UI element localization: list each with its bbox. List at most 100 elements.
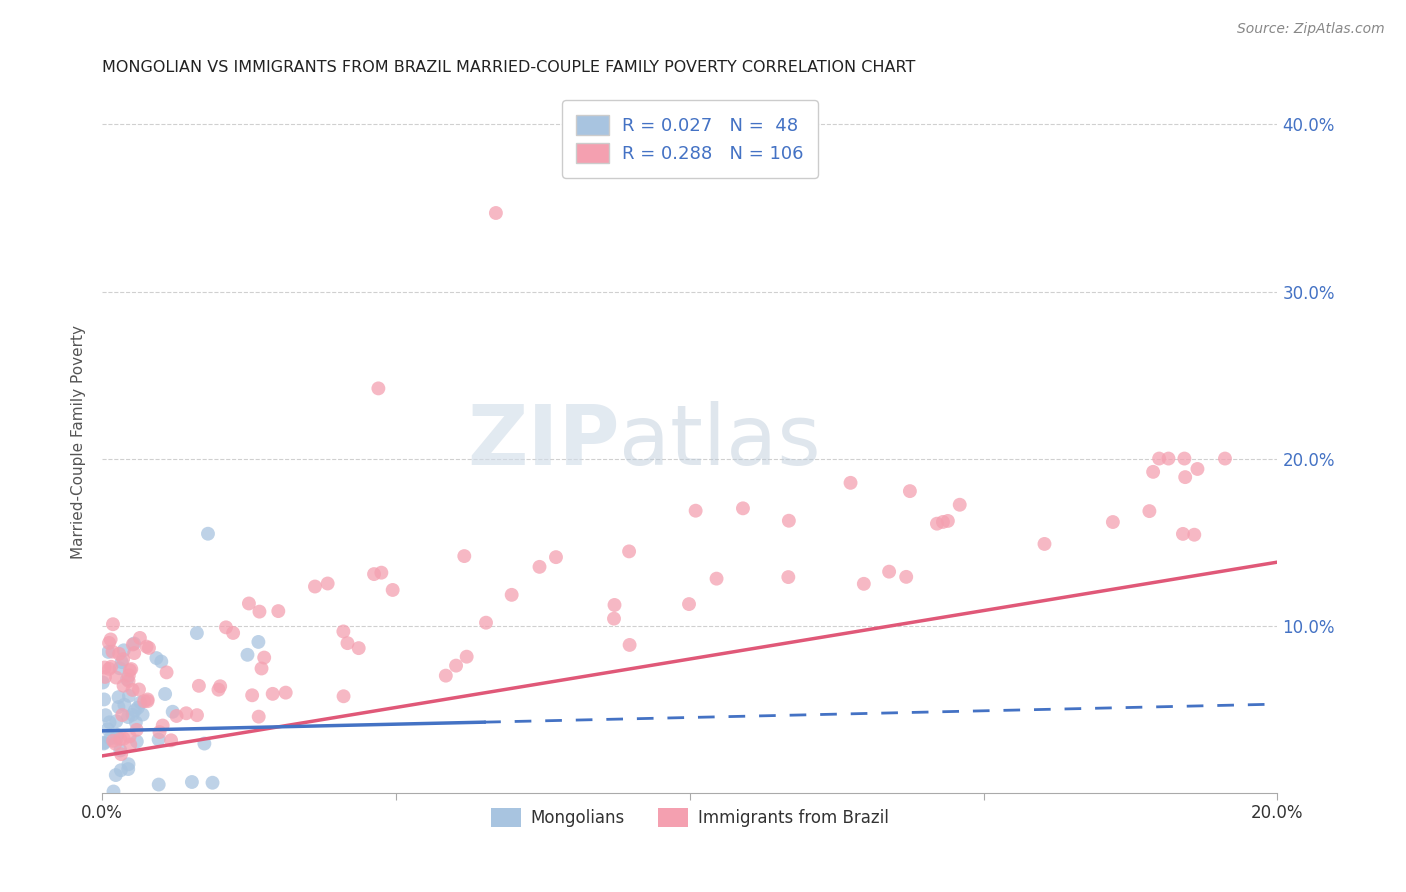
Point bbox=[262, 687, 284, 701]
Point bbox=[444, 658, 467, 673]
Point bbox=[111, 708, 134, 723]
Point bbox=[122, 636, 145, 650]
Point bbox=[110, 763, 132, 777]
Point bbox=[105, 714, 128, 729]
Point bbox=[104, 768, 127, 782]
Point bbox=[247, 635, 270, 649]
Point bbox=[127, 700, 149, 714]
Point bbox=[105, 728, 128, 742]
Point bbox=[118, 668, 141, 682]
Text: MONGOLIAN VS IMMIGRANTS FROM BRAZIL MARRIED-COUPLE FAMILY POVERTY CORRELATION CH: MONGOLIAN VS IMMIGRANTS FROM BRAZIL MARR… bbox=[103, 60, 915, 75]
Point bbox=[110, 743, 132, 757]
Point bbox=[108, 661, 131, 675]
Point bbox=[367, 381, 389, 395]
Point bbox=[304, 580, 326, 594]
Point bbox=[138, 640, 160, 655]
Point bbox=[201, 775, 224, 789]
Point bbox=[97, 722, 120, 736]
Point bbox=[120, 738, 142, 752]
Point bbox=[98, 662, 121, 676]
Point bbox=[332, 624, 354, 639]
Point bbox=[105, 671, 128, 685]
Point bbox=[118, 730, 141, 744]
Point bbox=[898, 484, 921, 499]
Point bbox=[347, 641, 370, 656]
Legend: Mongolians, Immigrants from Brazil: Mongolians, Immigrants from Brazil bbox=[484, 801, 896, 833]
Point bbox=[155, 665, 177, 680]
Point bbox=[112, 731, 135, 746]
Point bbox=[209, 679, 232, 693]
Point bbox=[125, 734, 148, 748]
Point bbox=[186, 708, 208, 723]
Point bbox=[1182, 527, 1205, 541]
Point bbox=[1137, 504, 1160, 518]
Point bbox=[98, 715, 121, 730]
Point bbox=[529, 559, 551, 574]
Point bbox=[145, 651, 167, 665]
Point bbox=[778, 514, 800, 528]
Point bbox=[148, 732, 170, 747]
Point bbox=[501, 588, 523, 602]
Point bbox=[110, 747, 132, 761]
Point bbox=[120, 662, 142, 676]
Point bbox=[267, 604, 290, 618]
Point bbox=[685, 504, 707, 518]
Point bbox=[94, 670, 117, 684]
Point bbox=[128, 682, 150, 697]
Point bbox=[150, 655, 173, 669]
Point bbox=[877, 565, 900, 579]
Point bbox=[101, 617, 124, 632]
Point bbox=[115, 672, 138, 686]
Point bbox=[332, 690, 354, 704]
Point bbox=[105, 731, 128, 745]
Point bbox=[98, 731, 121, 746]
Point bbox=[852, 577, 875, 591]
Point bbox=[250, 661, 273, 675]
Point bbox=[112, 698, 135, 712]
Point bbox=[1102, 515, 1125, 529]
Point bbox=[136, 694, 159, 708]
Point bbox=[1157, 451, 1180, 466]
Point bbox=[107, 700, 129, 714]
Point bbox=[100, 660, 122, 674]
Point bbox=[153, 687, 176, 701]
Point bbox=[1173, 451, 1195, 466]
Point bbox=[135, 640, 157, 654]
Point bbox=[274, 685, 297, 699]
Point bbox=[925, 516, 948, 531]
Point bbox=[222, 626, 245, 640]
Point bbox=[544, 550, 567, 565]
Point bbox=[456, 649, 478, 664]
Text: Source: ZipAtlas.com: Source: ZipAtlas.com bbox=[1237, 22, 1385, 37]
Point bbox=[603, 598, 626, 612]
Point bbox=[949, 498, 972, 512]
Point bbox=[619, 638, 641, 652]
Point bbox=[896, 570, 918, 584]
Point bbox=[1171, 527, 1194, 541]
Point bbox=[240, 688, 263, 702]
Point bbox=[107, 690, 129, 705]
Point bbox=[125, 715, 148, 730]
Point bbox=[839, 475, 862, 490]
Point bbox=[932, 515, 955, 529]
Point bbox=[125, 723, 148, 737]
Point bbox=[434, 668, 457, 682]
Point bbox=[475, 615, 498, 630]
Point bbox=[104, 737, 127, 751]
Point bbox=[103, 784, 125, 798]
Point bbox=[124, 704, 146, 718]
Point bbox=[778, 570, 800, 584]
Point bbox=[131, 707, 153, 722]
Point bbox=[187, 679, 209, 693]
Point bbox=[93, 736, 115, 750]
Point bbox=[121, 637, 143, 651]
Point bbox=[132, 694, 155, 708]
Point bbox=[453, 549, 475, 563]
Point bbox=[112, 679, 135, 693]
Point bbox=[936, 514, 959, 528]
Point bbox=[247, 709, 270, 723]
Y-axis label: Married-Couple Family Poverty: Married-Couple Family Poverty bbox=[72, 325, 86, 559]
Point bbox=[117, 762, 139, 776]
Point bbox=[118, 663, 141, 677]
Point bbox=[110, 731, 132, 746]
